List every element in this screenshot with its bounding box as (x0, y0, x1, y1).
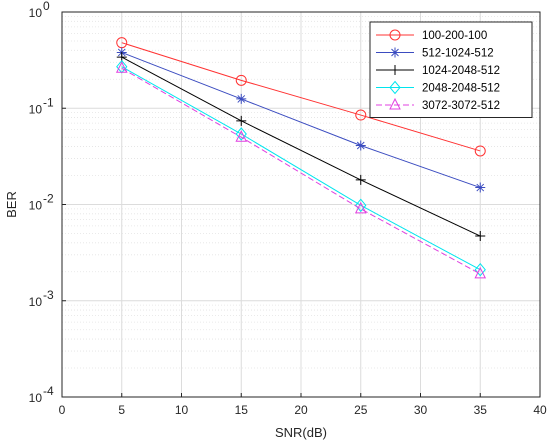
data-point (236, 115, 247, 126)
data-point (355, 140, 366, 151)
series-line (121, 56, 481, 237)
y-tick-exponent: -2 (43, 192, 54, 206)
x-tick-label: 30 (414, 403, 428, 417)
x-tick-label: 40 (533, 403, 547, 417)
legend-item: 1024-2048-512 (376, 65, 500, 77)
legend-item: 512-1024-512 (376, 47, 494, 60)
series-100-200-100 (116, 37, 486, 157)
data-point (115, 61, 128, 73)
y-tick-label: 10 (29, 199, 43, 213)
y-axis-label: BER (4, 191, 19, 218)
series-line (121, 67, 481, 275)
x-tick-label: 35 (474, 403, 488, 417)
legend: 100-200-100 512-1024-512 1024-2048-512 2048… (369, 21, 533, 118)
x-tick-label: 5 (118, 403, 125, 417)
data-point (355, 198, 367, 213)
x-tick-label: 0 (59, 403, 66, 417)
y-tick-label: 10 (29, 295, 43, 309)
legend-marker (389, 80, 401, 95)
x-axis-label: SNR(dB) (275, 425, 327, 440)
x-tick-label: 20 (294, 403, 308, 417)
data-point (474, 262, 486, 277)
data-point (475, 231, 486, 242)
x-tick-label: 25 (354, 403, 368, 417)
legend-label: 2048-2048-512 (422, 83, 500, 95)
y-tick-exponent: -1 (43, 95, 54, 109)
y-tick-exponent: -4 (43, 384, 54, 398)
legend-item: 3072-3072-512 (376, 97, 500, 112)
series-3072-3072-512 (115, 61, 487, 279)
legend-marker (390, 65, 400, 75)
legend-label: 512-1024-512 (422, 48, 494, 60)
legend-item: 2048-2048-512 (376, 80, 500, 95)
legend-marker (389, 97, 401, 110)
y-tick-exponent: -3 (43, 288, 54, 302)
y-tick-label: 10 (29, 6, 43, 20)
legend-item: 100-200-100 (376, 29, 487, 42)
legend-label: 3072-3072-512 (422, 100, 500, 112)
series-line (121, 66, 481, 271)
data-point (235, 127, 247, 141)
data-point (355, 174, 366, 185)
series-line (121, 51, 481, 189)
y-tick-exponent: 0 (43, 0, 50, 13)
data-point (355, 109, 367, 121)
data-point (235, 130, 248, 142)
data-point (354, 201, 367, 214)
legend-label: 100-200-100 (422, 30, 487, 42)
x-tick-label: 15 (235, 403, 249, 417)
series-line (121, 42, 481, 152)
y-tick-label: 10 (29, 391, 43, 405)
data-point (474, 266, 487, 279)
data-point (474, 145, 486, 157)
data-point (475, 182, 486, 193)
legend-marker (389, 29, 401, 41)
data-point (235, 74, 247, 86)
data-point (236, 93, 247, 104)
legend-marker (390, 47, 400, 58)
y-tick-label: 10 (29, 102, 43, 116)
series-layer (115, 37, 487, 279)
legend-label: 1024-2048-512 (422, 65, 500, 77)
plot-frame (61, 11, 541, 398)
x-tick-label: 10 (175, 403, 189, 417)
